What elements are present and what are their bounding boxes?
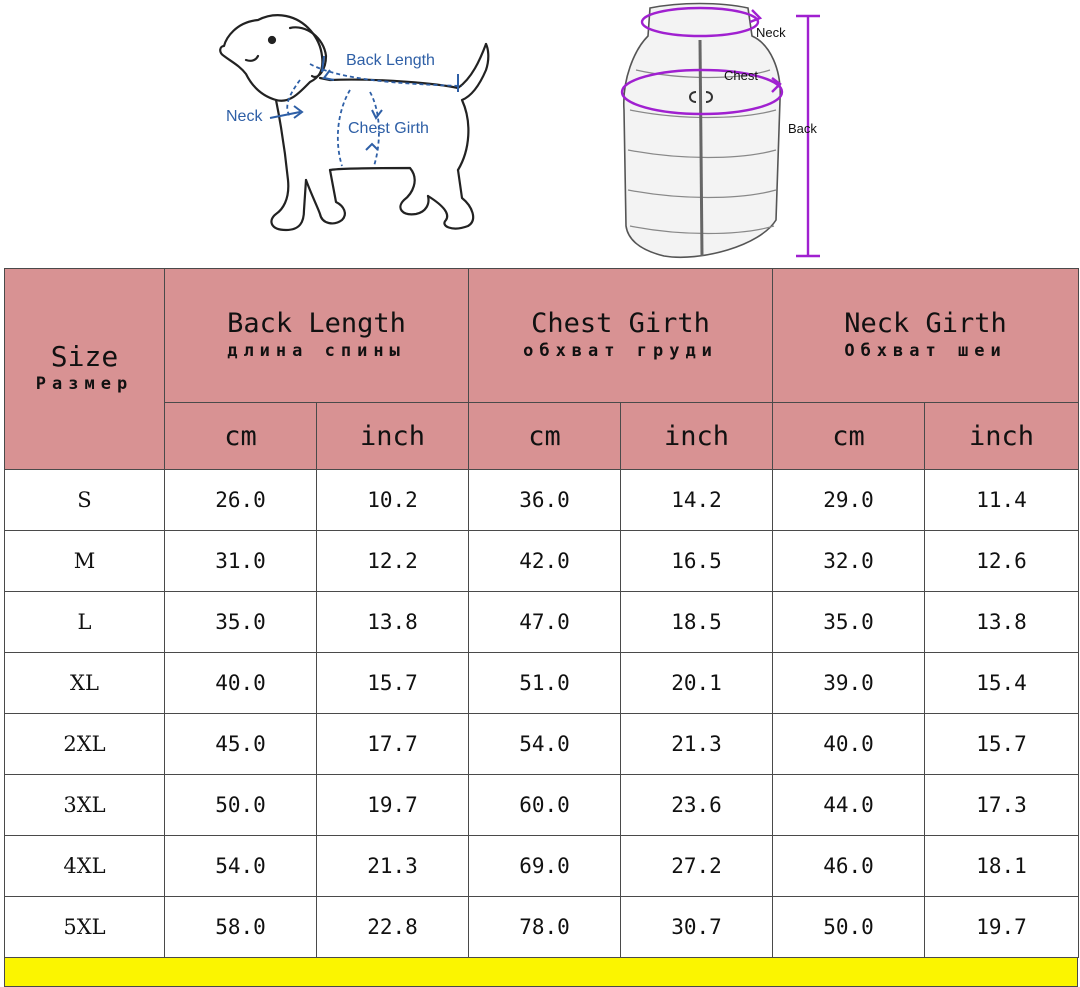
measurement-cell: 15.4 <box>924 652 1080 714</box>
measurement-cell: 19.7 <box>316 774 469 836</box>
table-row: 4XL 54.0 21.3 69.0 27.2 46.0 18.1 <box>4 835 1080 897</box>
measurement-cell: 40.0 <box>164 652 317 714</box>
measurement-cell: 47.0 <box>468 591 621 653</box>
group-header-ru: Обхват шеи <box>844 340 1007 361</box>
unit-header: inch <box>619 402 774 470</box>
measurement-cell: 69.0 <box>468 835 621 897</box>
measurement-cell: 51.0 <box>468 652 621 714</box>
measurement-cell: 11.4 <box>924 469 1080 531</box>
illustration-area: Back Length Neck Chest Girth Neck Chest … <box>0 0 1080 268</box>
measurement-cell: 54.0 <box>164 835 317 897</box>
size-chart-table: Size Размер Back Length длина спины Ches… <box>4 268 1080 958</box>
neck-girth-header: Neck Girth Обхват шеи <box>772 268 1080 403</box>
measurement-cell: 17.3 <box>924 774 1080 836</box>
measurement-cell: 12.2 <box>316 530 469 592</box>
measurement-cell: 46.0 <box>772 835 926 897</box>
measurement-cell: 58.0 <box>164 896 317 958</box>
group-header-ru: длина спины <box>227 340 406 361</box>
chest-girth-header: Chest Girth обхват груди <box>467 268 774 403</box>
measurement-cell: 78.0 <box>468 896 621 958</box>
size-cell: 3XL <box>4 774 165 836</box>
neck-label: Neck <box>226 108 263 125</box>
size-cell: XL <box>4 652 165 714</box>
measurement-cell: 21.3 <box>619 713 774 775</box>
group-header-en: Back Length <box>227 307 406 339</box>
unit-header: cm <box>772 402 926 470</box>
measurement-cell: 20.1 <box>619 652 774 714</box>
measurement-cell: 29.0 <box>772 469 926 531</box>
measurement-cell: 13.8 <box>316 591 469 653</box>
size-cell: L <box>4 591 165 653</box>
size-header-ru: Размер <box>35 374 134 394</box>
size-rows: S 26.0 10.2 36.0 14.2 29.0 11.4 M 31.0 12.2 42.0 16… <box>4 469 1080 958</box>
table-row: 3XL 50.0 19.7 60.0 23.6 44.0 17.3 <box>4 774 1080 836</box>
table-row: 2XL 45.0 17.7 54.0 21.3 40.0 15.7 <box>4 713 1080 775</box>
measurement-cell: 21.3 <box>316 835 469 897</box>
measurement-cell: 10.2 <box>316 469 469 531</box>
size-cell: 2XL <box>4 713 165 775</box>
measurement-cell: 40.0 <box>772 713 926 775</box>
measurement-cell: 35.0 <box>164 591 317 653</box>
measurement-cell: 45.0 <box>164 713 317 775</box>
note-banner <box>4 957 1078 987</box>
measurement-cell: 19.7 <box>924 896 1080 958</box>
size-cell: 5XL <box>4 896 165 958</box>
table-row: 5XL 58.0 22.8 78.0 30.7 50.0 19.7 <box>4 896 1080 958</box>
measurement-cell: 14.2 <box>619 469 774 531</box>
measurement-cell: 35.0 <box>772 591 926 653</box>
table-row: M 31.0 12.2 42.0 16.5 32.0 12.6 <box>4 530 1080 592</box>
measurement-cell: 22.8 <box>316 896 469 958</box>
measurement-cell: 54.0 <box>468 713 621 775</box>
table-row: XL 40.0 15.7 51.0 20.1 39.0 15.4 <box>4 652 1080 714</box>
size-cell: M <box>4 530 165 592</box>
measurement-cell: 23.6 <box>619 774 774 836</box>
unit-header: cm <box>164 402 317 470</box>
measurement-cell: 30.7 <box>619 896 774 958</box>
vest-chest-label: Chest <box>724 68 758 83</box>
measurement-cell: 50.0 <box>164 774 317 836</box>
measurement-cell: 50.0 <box>772 896 926 958</box>
measurement-cell: 16.5 <box>619 530 774 592</box>
group-header-en: Neck Girth <box>844 307 1007 339</box>
measurement-cell: 26.0 <box>164 469 317 531</box>
measurement-cell: 36.0 <box>468 469 621 531</box>
size-header: Size Размер <box>4 268 165 470</box>
measurement-cell: 15.7 <box>924 713 1080 775</box>
size-header-en: Size <box>50 340 119 373</box>
measurement-cell: 60.0 <box>468 774 621 836</box>
measurement-cell: 15.7 <box>316 652 469 714</box>
measurement-cell: 44.0 <box>772 774 926 836</box>
unit-header: inch <box>924 402 1080 470</box>
vest-back-label: Back <box>788 121 817 136</box>
measurement-cell: 27.2 <box>619 835 774 897</box>
table-row: L 35.0 13.8 47.0 18.5 35.0 13.8 <box>4 591 1080 653</box>
vest-neck-label: Neck <box>756 25 786 40</box>
table-row: S 26.0 10.2 36.0 14.2 29.0 11.4 <box>4 469 1080 531</box>
size-cell: S <box>4 469 165 531</box>
measurement-cell: 39.0 <box>772 652 926 714</box>
measurement-cell: 18.5 <box>619 591 774 653</box>
size-cell: 4XL <box>4 835 165 897</box>
measurement-cell: 17.7 <box>316 713 469 775</box>
back-length-label: Back Length <box>346 52 435 69</box>
dog-illustration <box>219 2 820 259</box>
group-header-ru: обхват груди <box>523 340 718 361</box>
measurement-cell: 42.0 <box>468 530 621 592</box>
measurement-cell: 18.1 <box>924 835 1080 897</box>
measurement-cell: 32.0 <box>772 530 926 592</box>
group-header-en: Chest Girth <box>531 307 710 339</box>
measurement-cell: 31.0 <box>164 530 317 592</box>
unit-header: inch <box>316 402 469 470</box>
back-length-header: Back Length длина спины <box>164 268 469 403</box>
measurement-cell: 13.8 <box>924 591 1080 653</box>
unit-header: cm <box>468 402 621 470</box>
measurement-cell: 12.6 <box>924 530 1080 592</box>
chest-girth-label: Chest Girth <box>348 120 429 137</box>
